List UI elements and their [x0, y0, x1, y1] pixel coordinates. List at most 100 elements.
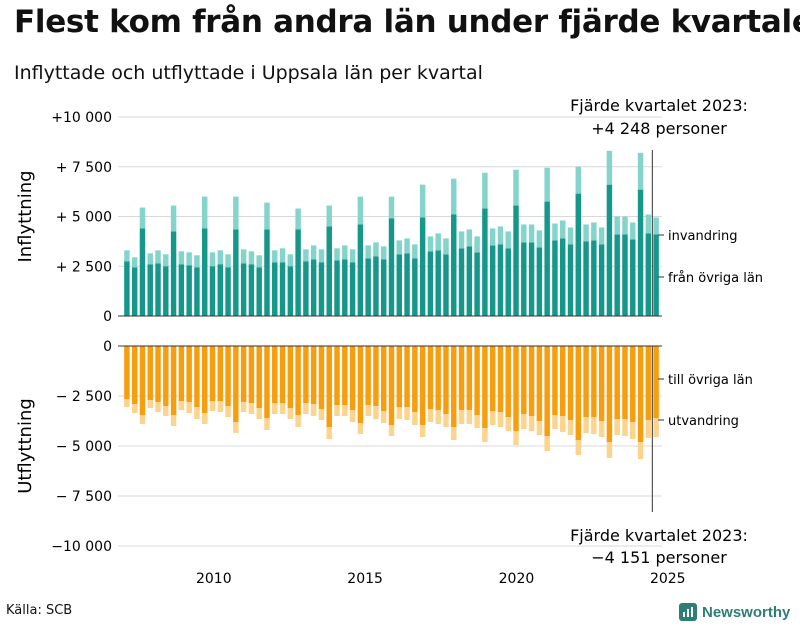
- bar-from-other-counties: [552, 240, 558, 316]
- bar-immigration: [272, 250, 278, 263]
- bar-emigration: [373, 406, 379, 419]
- bar-immigration: [451, 178, 457, 215]
- bar-emigration: [217, 401, 224, 412]
- bar-to-other-counties: [349, 346, 356, 410]
- bar-immigration: [365, 245, 371, 259]
- bar-emigration: [412, 412, 418, 425]
- bar-from-other-counties: [380, 259, 387, 316]
- bar-immigration: [233, 196, 239, 230]
- bar-to-other-counties: [630, 346, 636, 422]
- bar-emigration: [598, 421, 605, 437]
- bar-emigration: [131, 404, 138, 413]
- bar-from-other-counties: [567, 244, 574, 316]
- bar-from-other-counties: [186, 265, 192, 316]
- bar-immigration: [404, 238, 410, 254]
- legend-label-out: utvandring: [668, 414, 739, 429]
- bar-to-other-counties: [272, 346, 278, 403]
- annotation-in-line1: Fjärde kvartalet 2023:: [570, 96, 748, 115]
- bar-to-other-counties: [435, 346, 441, 410]
- bar-immigration: [653, 217, 659, 235]
- bar-emigration: [528, 416, 535, 431]
- bar-immigration: [521, 224, 527, 243]
- bar-emigration: [163, 406, 169, 416]
- bar-from-other-counties: [466, 246, 473, 316]
- bar-from-other-counties: [155, 263, 161, 316]
- bar-emigration: [240, 402, 247, 412]
- bar-immigration: [287, 254, 294, 267]
- bar-immigration: [131, 257, 138, 268]
- bar-immigration: [388, 196, 395, 219]
- bar-immigration: [334, 248, 340, 261]
- bar-from-other-counties: [357, 224, 364, 316]
- bar-to-other-counties: [474, 346, 480, 415]
- bar-immigration: [163, 254, 169, 267]
- bar-from-other-counties: [497, 244, 504, 316]
- bar-from-other-counties: [342, 259, 348, 316]
- bar-from-other-counties: [474, 252, 480, 316]
- bar-to-other-counties: [458, 346, 465, 410]
- bar-to-other-counties: [380, 346, 387, 411]
- bar-from-other-counties: [373, 256, 379, 316]
- bar-to-other-counties: [131, 346, 138, 404]
- bar-immigration: [349, 249, 356, 263]
- y-tick-label-in: + 7 500: [56, 160, 112, 176]
- bar-to-other-counties: [575, 346, 582, 440]
- bar-from-other-counties: [287, 266, 294, 316]
- bar-immigration: [622, 216, 628, 235]
- bar-immigration: [575, 166, 582, 194]
- bar-from-other-counties: [388, 218, 395, 316]
- bar-emigration: [583, 417, 589, 433]
- bar-to-other-counties: [209, 346, 216, 401]
- bar-to-other-counties: [303, 346, 309, 403]
- bar-from-other-counties: [240, 263, 247, 316]
- legend-label-in: från övriga län: [668, 271, 763, 286]
- bar-emigration: [310, 404, 317, 416]
- bar-immigration: [559, 220, 566, 239]
- bar-from-other-counties: [131, 267, 138, 316]
- bar-from-other-counties: [458, 248, 465, 316]
- bar-emigration: [155, 402, 161, 412]
- bar-to-other-counties: [528, 346, 535, 416]
- bar-to-other-counties: [598, 346, 605, 421]
- bar-from-other-counties: [349, 262, 356, 316]
- bar-emigration: [521, 414, 527, 429]
- bar-emigration: [482, 428, 488, 442]
- bar-to-other-counties: [427, 346, 434, 409]
- bar-from-other-counties: [575, 193, 582, 316]
- bar-emigration: [334, 405, 340, 416]
- bar-from-other-counties: [505, 248, 511, 316]
- bar-to-other-counties: [310, 346, 317, 404]
- bar-emigration: [513, 431, 519, 445]
- bar-to-other-counties: [637, 346, 644, 442]
- bar-to-other-counties: [466, 346, 473, 410]
- bar-from-other-counties: [147, 264, 153, 316]
- bar-immigration: [443, 238, 449, 255]
- bar-emigration: [139, 415, 146, 424]
- bar-immigration: [513, 169, 519, 206]
- bar-emigration: [637, 442, 644, 459]
- bar-to-other-counties: [388, 346, 395, 425]
- bar-from-other-counties: [451, 214, 457, 316]
- bar-to-other-counties: [240, 346, 247, 402]
- source-note: Källa: SCB: [6, 603, 73, 618]
- chart-title: Flest kom från andra län under fjärde kv…: [14, 4, 800, 40]
- bar-emigration: [303, 403, 309, 414]
- bar-to-other-counties: [505, 346, 511, 417]
- bar-from-other-counties: [412, 258, 418, 316]
- bar-immigration: [474, 236, 480, 253]
- bar-to-other-counties: [318, 346, 325, 409]
- bar-emigration: [124, 399, 130, 407]
- bar-emigration: [256, 408, 262, 419]
- bar-to-other-counties: [279, 346, 286, 403]
- bar-to-other-counties: [419, 346, 426, 425]
- labels: 0 + 2 500 + 5 000 + 7 500 +10 000 0 − 2 500 − 5…: [15, 96, 763, 587]
- bar-immigration: [310, 245, 317, 260]
- bar-from-other-counties: [139, 228, 146, 316]
- y-tick-label-out: − 2 500: [56, 389, 112, 405]
- bar-emigration: [474, 415, 480, 428]
- bar-immigration: [489, 228, 496, 246]
- bar-immigration: [466, 229, 473, 247]
- bar-from-other-counties: [622, 234, 628, 316]
- y-tick-label-in: + 5 000: [56, 210, 112, 226]
- bar-immigration: [155, 250, 161, 264]
